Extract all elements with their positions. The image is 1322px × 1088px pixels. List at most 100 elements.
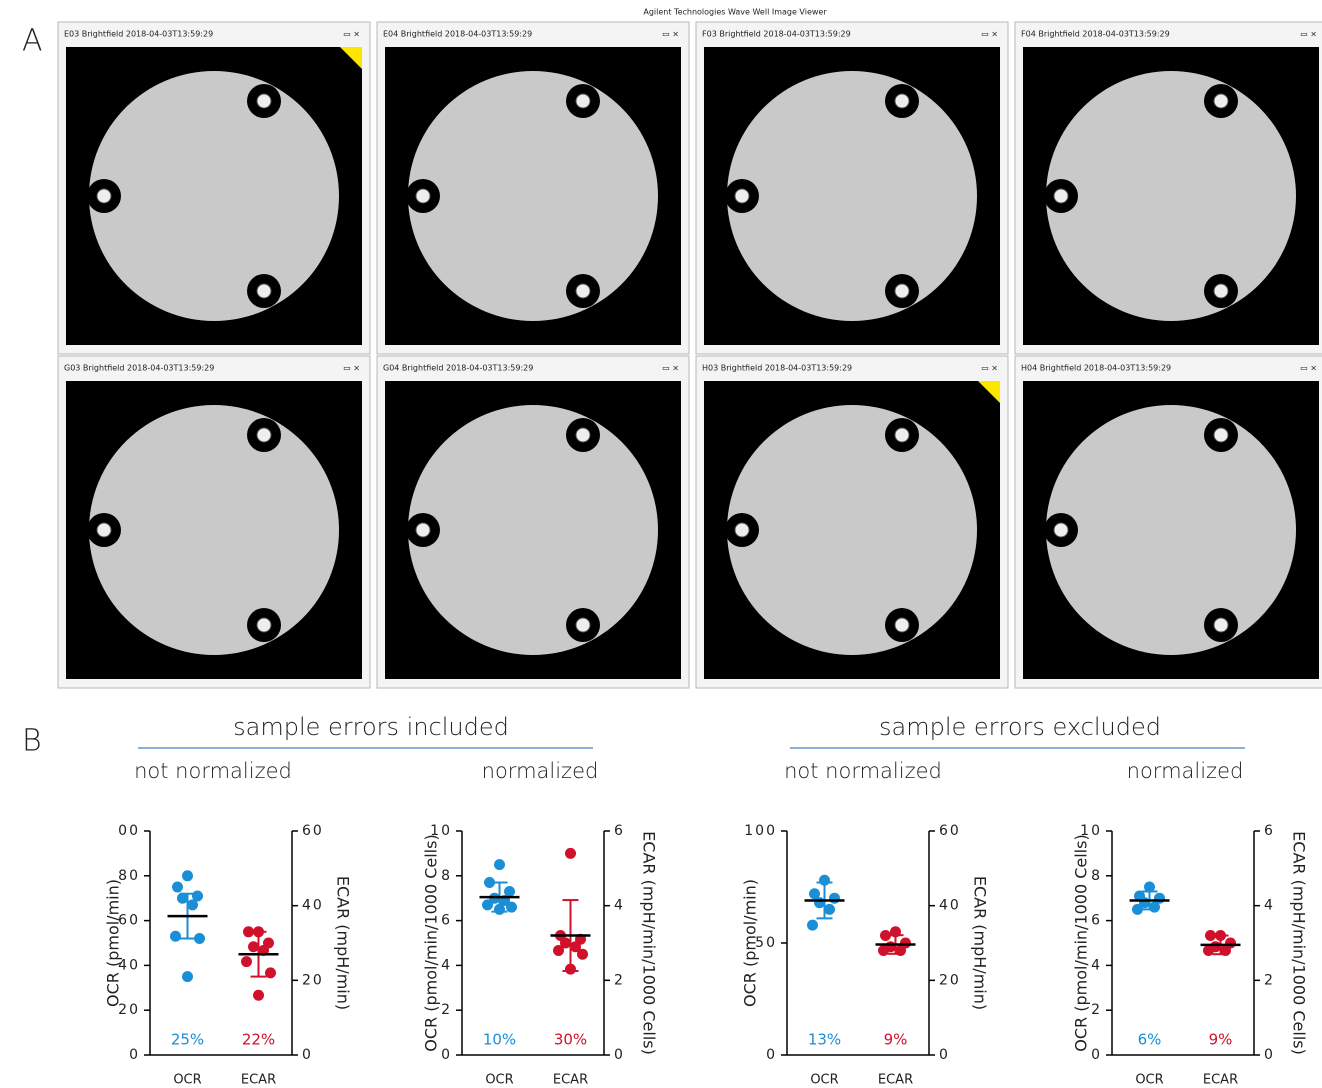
data-point [565, 847, 576, 859]
well-disc [727, 405, 977, 655]
y-tick-label: 20 [118, 1002, 140, 1018]
cv-label: 25% [171, 1031, 204, 1049]
data-point [504, 885, 515, 897]
y-tick-label: 2 [1091, 1002, 1102, 1018]
probe [734, 522, 750, 538]
data-point [878, 944, 889, 956]
well-disc [1046, 405, 1296, 655]
window-buttons: ▭ × [343, 30, 360, 39]
panel-label: A [22, 24, 43, 59]
data-point [1205, 930, 1216, 942]
window-title: Agilent Technologies Wave Well Image Vie… [643, 8, 827, 17]
well-title: H03 Brightfield 2018-04-03T13:59:29 [702, 364, 852, 373]
probe [894, 93, 910, 109]
probe [575, 427, 591, 443]
y-tick-label: 40 [118, 957, 140, 973]
probe [1213, 283, 1229, 299]
y-tick-label: 8 [441, 868, 452, 884]
y2-axis-label: ECAR (mpH/min) [971, 876, 990, 1010]
y2-tick-label: 4 [614, 898, 625, 914]
data-point [553, 944, 564, 956]
cv-label: 9% [1209, 1031, 1233, 1049]
y2-axis-label: ECAR (mpH/min/1000 Cells) [640, 831, 659, 1055]
chart-subtitle: normalized [1127, 759, 1244, 783]
probe [1213, 427, 1229, 443]
window-buttons: ▭ × [662, 364, 679, 373]
y-tick-label: 10 [430, 823, 452, 839]
probe [1053, 188, 1069, 204]
y-axis-label: OCR (pmol/min/1000 Cells) [422, 834, 441, 1051]
data-point [1132, 903, 1143, 915]
y2-tick-label: 0 [614, 1047, 625, 1063]
x-tick-label: ECAR [241, 1073, 276, 1088]
data-point [809, 888, 820, 900]
y-tick-label: 00 [118, 823, 140, 839]
well-title: G03 Brightfield 2018-04-03T13:59:29 [64, 364, 214, 373]
well-title: E03 Brightfield 2018-04-03T13:59:29 [64, 30, 213, 39]
data-point [880, 930, 891, 942]
y-tick-label: 6 [1091, 913, 1102, 929]
probe [415, 522, 431, 538]
y-axis-label: OCR (pmol/min/1000 Cells) [1072, 834, 1091, 1051]
probe [575, 617, 591, 633]
y-tick-label: 4 [1091, 957, 1102, 973]
y-tick-label: 0 [766, 1047, 777, 1063]
data-point [560, 937, 571, 949]
well-title: E04 Brightfield 2018-04-03T13:59:29 [383, 30, 532, 39]
data-point [577, 948, 588, 960]
panel-label: B [22, 724, 42, 759]
data-point [1149, 901, 1160, 913]
y-tick-label: 0 [1091, 1047, 1102, 1063]
group-title: sample errors excluded [879, 713, 1161, 741]
x-tick-label: OCR [1135, 1073, 1163, 1088]
window-buttons: ▭ × [343, 364, 360, 373]
probe [575, 283, 591, 299]
data-point [172, 881, 183, 893]
probe [96, 522, 112, 538]
y-tick-label: 50 [755, 935, 777, 951]
data-point [482, 899, 493, 911]
well-title: H04 Brightfield 2018-04-03T13:59:29 [1021, 364, 1171, 373]
data-point [243, 926, 254, 938]
data-point [570, 941, 581, 953]
x-tick-label: OCR [485, 1073, 513, 1088]
flag [340, 47, 362, 69]
y-tick-label: 100 [744, 823, 777, 839]
probe [734, 188, 750, 204]
y-tick-label: 6 [441, 913, 452, 929]
y2-tick-label: 4 [1264, 898, 1275, 914]
y2-tick-label: 60 [302, 823, 324, 839]
window-buttons: ▭ × [981, 364, 998, 373]
well-title: F03 Brightfield 2018-04-03T13:59:29 [702, 30, 851, 39]
well-disc [408, 405, 658, 655]
probe [1213, 93, 1229, 109]
y-tick-label: 0 [441, 1047, 452, 1063]
data-point [182, 870, 193, 882]
y-tick-label: 4 [441, 957, 452, 973]
y2-tick-label: 20 [302, 972, 324, 988]
cv-label: 22% [242, 1031, 275, 1049]
chart-subtitle: normalized [482, 759, 599, 783]
probe [415, 188, 431, 204]
cv-label: 10% [483, 1031, 516, 1049]
data-point [182, 971, 193, 983]
data-point [824, 903, 835, 915]
x-tick-label: ECAR [878, 1073, 913, 1088]
y-tick-label: 10 [1080, 823, 1102, 839]
probe [256, 93, 272, 109]
probe [256, 617, 272, 633]
y2-tick-label: 20 [939, 972, 961, 988]
x-tick-label: ECAR [553, 1073, 588, 1088]
x-tick-label: ECAR [1203, 1073, 1238, 1088]
window-buttons: ▭ × [662, 30, 679, 39]
probe [256, 283, 272, 299]
data-point [484, 877, 495, 889]
y-tick-label: 2 [441, 1002, 452, 1018]
probe [1213, 617, 1229, 633]
data-point [807, 919, 818, 931]
y-axis-label: OCR (pmol/min) [741, 879, 760, 1007]
y-tick-label: 0 [129, 1047, 140, 1063]
data-point [194, 933, 205, 945]
probe [894, 617, 910, 633]
y-tick-label: 80 [118, 868, 140, 884]
